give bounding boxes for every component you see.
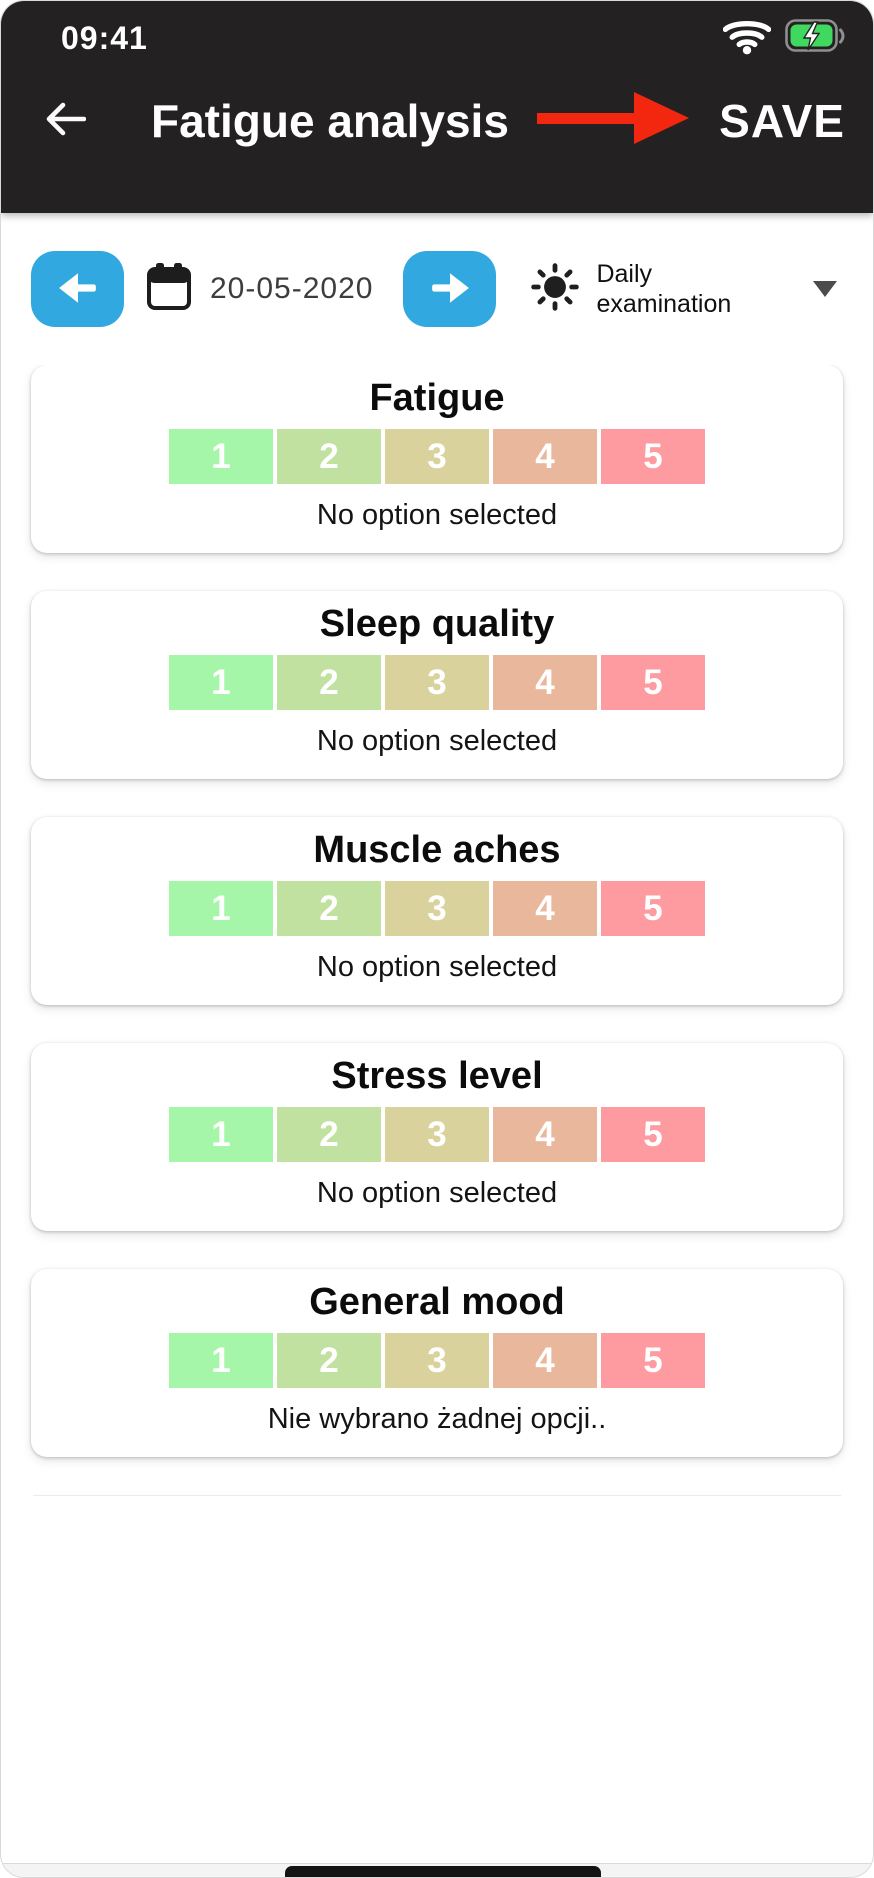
next-day-button[interactable] bbox=[403, 251, 497, 327]
card-title: Fatigue bbox=[369, 377, 505, 419]
card-title: General mood bbox=[309, 1281, 565, 1323]
rating-option-4[interactable]: 4 bbox=[493, 655, 597, 710]
rating-option-3[interactable]: 3 bbox=[385, 655, 489, 710]
rating-option-2[interactable]: 2 bbox=[277, 881, 381, 936]
back-arrow-icon bbox=[44, 99, 87, 142]
rating-option-1[interactable]: 1 bbox=[169, 1107, 273, 1162]
date-label[interactable]: 20-05-2020 bbox=[210, 272, 374, 305]
calendar-icon[interactable] bbox=[147, 262, 191, 317]
rating-option-2[interactable]: 2 bbox=[277, 1107, 381, 1162]
rating-option-5[interactable]: 5 bbox=[601, 1333, 705, 1388]
exam-type-label[interactable]: Daily examination bbox=[596, 260, 732, 318]
card-title: Stress level bbox=[331, 1055, 543, 1097]
exam-type-dropdown[interactable] bbox=[813, 281, 837, 297]
card-status: No option selected bbox=[316, 1177, 558, 1209]
rating-option-3[interactable]: 3 bbox=[385, 1107, 489, 1162]
arrow-left-icon bbox=[57, 271, 99, 308]
rating-option-2[interactable]: 2 bbox=[277, 429, 381, 484]
rating-option-1[interactable]: 1 bbox=[169, 881, 273, 936]
rating-option-4[interactable]: 4 bbox=[493, 429, 597, 484]
rating-option-1[interactable]: 1 bbox=[169, 655, 273, 710]
wifi-icon bbox=[722, 17, 772, 60]
card-status: No option selected bbox=[316, 951, 558, 983]
status-icons bbox=[722, 17, 847, 60]
rating-option-5[interactable]: 5 bbox=[601, 429, 705, 484]
rating-option-4[interactable]: 4 bbox=[493, 1107, 597, 1162]
rating-option-2[interactable]: 2 bbox=[277, 1333, 381, 1388]
card-status: No option selected bbox=[316, 499, 558, 531]
sun-icon bbox=[530, 262, 580, 317]
battery-charging-icon bbox=[785, 19, 847, 58]
card-status: Nie wybrano żadnej opcji.. bbox=[267, 1403, 607, 1435]
rating-option-5[interactable]: 5 bbox=[601, 881, 705, 936]
rating-option-2[interactable]: 2 bbox=[277, 655, 381, 710]
card-title: Sleep quality bbox=[319, 603, 555, 645]
date-toolbar: 20-05-2020 bbox=[1, 213, 873, 365]
red-arrow-annotation-icon bbox=[536, 90, 692, 151]
back-button[interactable] bbox=[39, 95, 91, 147]
rating-option-3[interactable]: 3 bbox=[385, 881, 489, 936]
home-indicator[interactable] bbox=[285, 1866, 601, 1877]
rating-option-4[interactable]: 4 bbox=[493, 881, 597, 936]
rating-option-5[interactable]: 5 bbox=[601, 1107, 705, 1162]
rating-option-3[interactable]: 3 bbox=[385, 1333, 489, 1388]
status-time: 09:41 bbox=[61, 20, 148, 56]
arrow-right-icon bbox=[429, 271, 471, 308]
app-header: 09:41 bbox=[1, 1, 873, 213]
chevron-down-icon bbox=[813, 281, 837, 297]
rating-option-1[interactable]: 1 bbox=[169, 429, 273, 484]
header-nav-row: Fatigue analysis SAVE bbox=[1, 90, 873, 151]
rating-option-3[interactable]: 3 bbox=[385, 429, 489, 484]
rating-option-5[interactable]: 5 bbox=[601, 655, 705, 710]
save-button[interactable]: SAVE bbox=[719, 94, 845, 147]
status-bar: 09:41 bbox=[1, 1, 873, 60]
card-title: Muscle aches bbox=[313, 829, 561, 871]
page-title: Fatigue analysis bbox=[151, 94, 509, 147]
rating-option-1[interactable]: 1 bbox=[169, 1333, 273, 1388]
list-end-divider bbox=[33, 1495, 841, 1496]
previous-day-button[interactable] bbox=[31, 251, 124, 327]
card-status: No option selected bbox=[316, 725, 558, 757]
rating-option-4[interactable]: 4 bbox=[493, 1333, 597, 1388]
